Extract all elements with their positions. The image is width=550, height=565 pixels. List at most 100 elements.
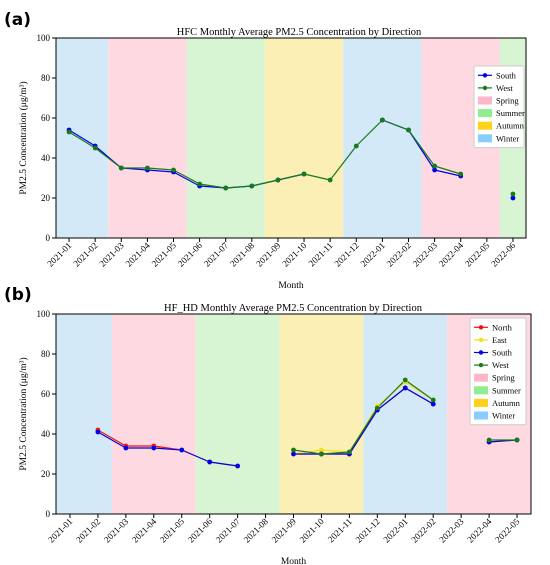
y-tick-label-40: 40 bbox=[41, 429, 51, 439]
x-tick-label-2021-10: 2021-10 bbox=[280, 240, 309, 269]
series-line-south-a-0 bbox=[68, 129, 96, 147]
data-point-south-2021-06 bbox=[207, 459, 213, 465]
x-tick-label-2022-06: 2022-06 bbox=[489, 240, 518, 269]
x-tick-label-2021-09: 2021-09 bbox=[254, 240, 283, 269]
data-point-east-2021-10 bbox=[319, 447, 324, 453]
y-tick-label-80: 80 bbox=[41, 349, 51, 359]
legend-label-summer-a: Summer bbox=[496, 108, 525, 118]
series-line-south-b-3 bbox=[153, 447, 182, 451]
data-point-west-2022-04 bbox=[486, 437, 492, 443]
legend-label-winter-b: Winter bbox=[492, 411, 515, 421]
y-axis-label-b: PM2.5 Concentration (μg/m³) bbox=[18, 357, 29, 470]
series-line-west-b-8 bbox=[293, 449, 322, 455]
series-lines-b bbox=[97, 379, 518, 467]
series-line-west-a-13 bbox=[408, 129, 436, 167]
x-tick-label-2022-03: 2022-03 bbox=[437, 516, 466, 545]
series-line-north-b-1 bbox=[97, 429, 127, 447]
legend-label-autumn-a: Autumn bbox=[496, 121, 525, 131]
data-point-south-2021-05 bbox=[179, 447, 185, 453]
y-tick-label-0: 0 bbox=[46, 509, 51, 519]
legend-label-east-b: East bbox=[492, 335, 507, 345]
data-point-west-2022-02 bbox=[406, 127, 411, 133]
data-point-west-2021-11 bbox=[346, 449, 352, 455]
legend-label-west-a: West bbox=[496, 83, 513, 93]
legend-swatch-autumn-a bbox=[478, 121, 492, 130]
series-line-west-a-10 bbox=[329, 145, 357, 181]
x-axis-label-b: Month bbox=[281, 557, 307, 565]
series-line-south-b-5 bbox=[209, 461, 238, 467]
y-tick-label-60: 60 bbox=[41, 113, 51, 123]
data-point-west-2021-01 bbox=[66, 129, 72, 135]
legend-swatch-summer-b bbox=[474, 386, 488, 395]
legend-a: South West Spring Summer Autumn Winter bbox=[473, 65, 525, 149]
series-line-west-a-6 bbox=[225, 185, 252, 189]
series-line-south-a-14 bbox=[434, 169, 461, 177]
legend-label-autumn-b: Autumn bbox=[492, 398, 521, 408]
series-line-west-a-9 bbox=[303, 173, 331, 181]
season-band-summer-a-2 bbox=[186, 38, 265, 238]
x-tick-label-2021-08: 2021-08 bbox=[228, 240, 257, 269]
legend-label-spring-a: Spring bbox=[496, 96, 519, 106]
legend-label-south-b: South bbox=[492, 348, 513, 358]
data-point-south-2021-07 bbox=[235, 463, 241, 469]
y-axis-label-a: PM2.5 Concentration (μg/m³) bbox=[18, 81, 29, 194]
series-line-west-a-5 bbox=[199, 183, 226, 189]
x-tick-label-2021-05: 2021-05 bbox=[158, 516, 187, 545]
data-point-west-2022-03 bbox=[432, 163, 438, 169]
legend-swatch-summer-a bbox=[478, 109, 492, 118]
legend-label-west-b: West bbox=[492, 360, 509, 370]
x-tick-label-2021-09: 2021-09 bbox=[270, 516, 299, 545]
legend-swatch-spring-b bbox=[474, 373, 488, 382]
legend-swatch-winter-b bbox=[474, 411, 488, 420]
y-tick-label-80: 80 bbox=[41, 73, 51, 83]
series-line-south-a-4 bbox=[173, 171, 200, 187]
legend-swatch-autumn-b bbox=[474, 398, 488, 407]
data-point-west-2022-06 bbox=[510, 191, 516, 197]
x-tick-label-2021-02: 2021-02 bbox=[74, 516, 102, 544]
data-point-south-2022-06 bbox=[510, 195, 516, 201]
x-tick-label-2021-10: 2021-10 bbox=[298, 516, 327, 545]
x-tick-label-2021-04: 2021-04 bbox=[124, 240, 153, 269]
x-tick-label-2021-06: 2021-06 bbox=[176, 240, 205, 269]
series-points-a bbox=[66, 117, 516, 201]
legend-label-north-b: North bbox=[492, 322, 513, 332]
x-tick-label-2022-04: 2022-04 bbox=[465, 516, 494, 545]
data-point-south-2022-02 bbox=[430, 401, 436, 407]
chart-panel-a: (a) HFC Monthly Average PM2.5 Concentrat… bbox=[4, 10, 527, 291]
y-tick-label-100: 100 bbox=[37, 309, 51, 319]
legend-label-summer-b: Summer bbox=[492, 385, 521, 395]
x-tick-label-2021-01: 2021-01 bbox=[45, 240, 73, 268]
chart-title-b: HF_HD Monthly Average PM2.5 Concentratio… bbox=[164, 303, 423, 314]
season-band-spring-a-1 bbox=[108, 38, 187, 238]
series-line-south-b-11 bbox=[376, 387, 406, 411]
season-band-autumn-b-3 bbox=[279, 314, 364, 514]
x-tick-label-2022-03: 2022-03 bbox=[411, 240, 440, 269]
data-point-west-2022-02 bbox=[430, 397, 436, 403]
x-tick-label-2022-05: 2022-05 bbox=[463, 240, 492, 269]
x-tick-label-2021-03: 2021-03 bbox=[102, 516, 131, 545]
data-point-west-2022-04 bbox=[458, 171, 464, 177]
data-point-west-2021-09 bbox=[291, 447, 296, 453]
x-tick-label-2022-02: 2022-02 bbox=[409, 516, 437, 544]
series-line-west-a-3 bbox=[147, 167, 174, 171]
series-line-west-b-9 bbox=[321, 451, 350, 455]
legend-marker-west-b bbox=[478, 362, 484, 368]
x-tick-label-2021-11: 2021-11 bbox=[326, 516, 354, 544]
data-point-west-2021-12 bbox=[374, 405, 380, 411]
x-tick-label-2022-02: 2022-02 bbox=[385, 240, 413, 268]
data-point-west-2021-02 bbox=[92, 145, 98, 151]
chart-title-a: HFC Monthly Average PM2.5 Concentration … bbox=[177, 27, 422, 38]
data-point-west-2021-05 bbox=[171, 167, 176, 173]
data-point-west-2021-09 bbox=[275, 177, 281, 183]
season-band-winter-b-4 bbox=[363, 314, 448, 514]
y-axis-ticks-a: 0 20 40 60 80 100 bbox=[37, 33, 56, 243]
data-point-west-2021-06 bbox=[197, 181, 203, 187]
y-tick-label-20: 20 bbox=[41, 193, 51, 203]
y-tick-label-0: 0 bbox=[46, 233, 51, 243]
series-line-west-a-7 bbox=[251, 179, 279, 187]
panel-label-a: (a) bbox=[4, 10, 31, 30]
legend-marker-east-b bbox=[478, 337, 484, 343]
x-axis-ticks-a: 2021-012021-022021-032021-042021-052021-… bbox=[45, 238, 518, 269]
x-tick-label-2022-01: 2022-01 bbox=[359, 240, 387, 268]
